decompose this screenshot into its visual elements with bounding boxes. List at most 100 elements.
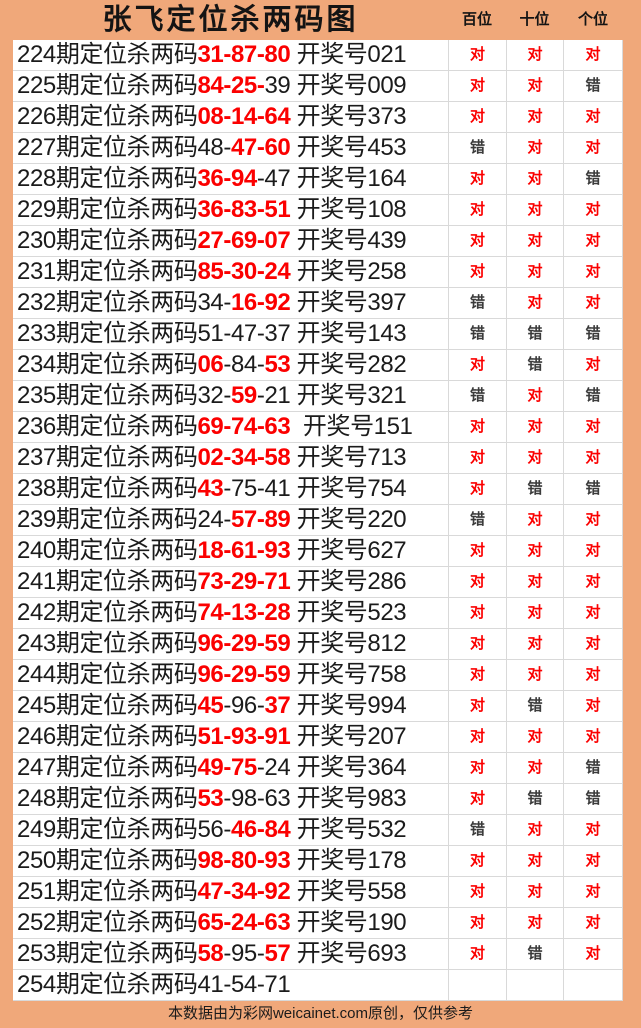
row-text: 225期定位杀两码84-25-39 开奖号009 — [13, 71, 448, 101]
row-text-segment: 开奖号364 — [290, 754, 407, 781]
row-text-segment: 228期定位杀两码 — [17, 165, 198, 192]
table-row: 231期定位杀两码85-30-24 开奖号258 对 对 对 — [13, 257, 623, 288]
result-cell-hundreds: 对 — [448, 660, 506, 690]
result-cell-units: 对 — [563, 846, 623, 876]
row-text-segment: 39 — [264, 72, 291, 99]
table-row: 228期定位杀两码36-94-47 开奖号164 对 对 错 — [13, 164, 623, 195]
table-row: 252期定位杀两码65-24-63 开奖号190 对 对 对 — [13, 908, 623, 939]
result-cell-hundreds: 对 — [448, 71, 506, 101]
kill-code-hit: 46-84 — [230, 816, 291, 843]
result-cell-units: 对 — [563, 660, 623, 690]
result-cell-hundreds: 对 — [448, 753, 506, 783]
result-cell-units: 对 — [563, 939, 623, 969]
row-text-segment: 232期定位杀两码 — [17, 289, 198, 316]
kill-code-hit: 47-34-92 — [197, 878, 291, 905]
result-cell-units: 错 — [563, 784, 623, 814]
result-cell-tens: 对 — [506, 412, 563, 442]
result-cell-units: 错 — [563, 474, 623, 504]
row-text-segment: -75-41 — [223, 475, 291, 502]
result-cell-hundreds: 对 — [448, 598, 506, 628]
result-cell-hundreds: 对 — [448, 226, 506, 256]
column-header-units: 个位 — [577, 11, 608, 28]
row-text-segment: 246期定位杀两码 — [17, 723, 198, 750]
result-cell-units: 错 — [563, 319, 623, 349]
table-row: 241期定位杀两码73-29-71 开奖号286 对 对 对 — [13, 567, 623, 598]
row-text-segment: -98-63 — [223, 785, 291, 812]
result-cell-tens: 错 — [506, 350, 563, 380]
row-text-segment: 开奖号009 — [290, 72, 407, 99]
row-text-segment: 开奖号021 — [290, 41, 407, 68]
row-text-segment: 开奖号758 — [290, 661, 407, 688]
table-row: 233期定位杀两码51-47-37 开奖号143 错 错 错 — [13, 319, 623, 350]
kill-code-hit: 43 — [197, 475, 224, 502]
row-text: 227期定位杀两码48-47-60 开奖号453 — [13, 133, 448, 163]
row-text: 231期定位杀两码85-30-24 开奖号258 — [13, 257, 448, 287]
kill-code-hit: 57-89 — [230, 506, 291, 533]
row-text-segment: 开奖号713 — [290, 444, 407, 471]
result-cell-hundreds: 错 — [448, 288, 506, 318]
row-text-segment: 开奖号286 — [290, 568, 407, 595]
row-text-segment: 247期定位杀两码 — [17, 754, 198, 781]
result-cell-tens: 对 — [506, 195, 563, 225]
result-cell-tens: 对 — [506, 505, 563, 535]
kill-code-hit: 53 — [264, 351, 291, 378]
row-text-segment: 开奖号143 — [290, 320, 407, 347]
row-text-segment: -95- — [223, 940, 265, 967]
row-text-segment: 开奖号693 — [290, 940, 407, 967]
row-text-segment: 239期定位杀两码 — [17, 506, 198, 533]
row-text: 244期定位杀两码96-29-59 开奖号758 — [13, 660, 448, 690]
row-text-segment: 开奖号994 — [290, 692, 407, 719]
kill-code-hit: 73-29-71 — [197, 568, 291, 595]
table-row: 246期定位杀两码51-93-91 开奖号207 对 对 对 — [13, 722, 623, 753]
row-text-segment: 开奖号164 — [290, 165, 407, 192]
result-cell-units: 对 — [563, 257, 623, 287]
row-text-segment: 开奖号983 — [290, 785, 407, 812]
kill-code-hit: 37 — [264, 692, 291, 719]
result-cell-units: 错 — [563, 753, 623, 783]
column-header-tens: 十位 — [519, 11, 550, 28]
row-text-segment: 238期定位杀两码 — [17, 475, 198, 502]
row-text-segment: 248期定位杀两码 — [17, 785, 198, 812]
kill-code-hit: 36-94 — [197, 165, 257, 192]
kill-code-hit: 47-60 — [230, 134, 291, 161]
row-text-segment: 231期定位杀两码 — [17, 258, 198, 285]
result-cell-hundreds: 对 — [448, 567, 506, 597]
kill-code-hit: 27-69-07 — [197, 227, 291, 254]
row-text: 254期定位杀两码41-54-71 — [13, 970, 448, 1000]
row-text: 245期定位杀两码45-96-37 开奖号994 — [13, 691, 448, 721]
kill-code-hit: 51-93-91 — [197, 723, 291, 750]
result-cell-tens: 对 — [506, 908, 563, 938]
row-text-segment: 开奖号321 — [290, 382, 407, 409]
result-cell-hundreds: 错 — [448, 381, 506, 411]
row-text-segment: 226期定位杀两码 — [17, 103, 198, 130]
row-text-segment: 243期定位杀两码 — [17, 630, 198, 657]
table-row: 253期定位杀两码58-95-57 开奖号693 对 错 对 — [13, 939, 623, 970]
row-text-segment: 开奖号754 — [290, 475, 407, 502]
row-text-segment: 开奖号373 — [290, 103, 407, 130]
kill-code-hit: 02-34-58 — [197, 444, 291, 471]
row-text-segment: 230期定位杀两码 — [17, 227, 198, 254]
row-text-segment: 开奖号190 — [290, 909, 407, 936]
row-text: 247期定位杀两码49-75-24 开奖号364 — [13, 753, 448, 783]
kill-code-hit: 45 — [197, 692, 224, 719]
result-cell-units: 对 — [563, 722, 623, 752]
row-text-segment: -96- — [223, 692, 265, 719]
table-body: 224期定位杀两码31-87-80 开奖号021 对 对 对 225期定位杀两码… — [13, 40, 623, 1001]
row-text-segment: 开奖号627 — [290, 537, 407, 564]
kill-code-hit: 96-29-59 — [197, 661, 291, 688]
kill-code-hit: 16-92 — [230, 289, 291, 316]
row-text-segment: 开奖号108 — [290, 196, 407, 223]
result-cell-hundreds: 对 — [448, 164, 506, 194]
row-text: 243期定位杀两码96-29-59 开奖号812 — [13, 629, 448, 659]
result-cell-units: 对 — [563, 908, 623, 938]
page-title: 张飞定位杀两码图 — [102, 4, 359, 36]
kill-code-hit: 18-61-93 — [197, 537, 291, 564]
table-row: 224期定位杀两码31-87-80 开奖号021 对 对 对 — [13, 40, 623, 71]
table-row: 240期定位杀两码18-61-93 开奖号627 对 对 对 — [13, 536, 623, 567]
table-row: 249期定位杀两码56-46-84 开奖号532 错 对 对 — [13, 815, 623, 846]
row-text-segment: 开奖号453 — [290, 134, 407, 161]
row-text: 249期定位杀两码56-46-84 开奖号532 — [13, 815, 448, 845]
result-cell-hundreds: 对 — [448, 691, 506, 721]
table-row: 226期定位杀两码08-14-64 开奖号373 对 对 对 — [13, 102, 623, 133]
result-cell-tens: 对 — [506, 877, 563, 907]
